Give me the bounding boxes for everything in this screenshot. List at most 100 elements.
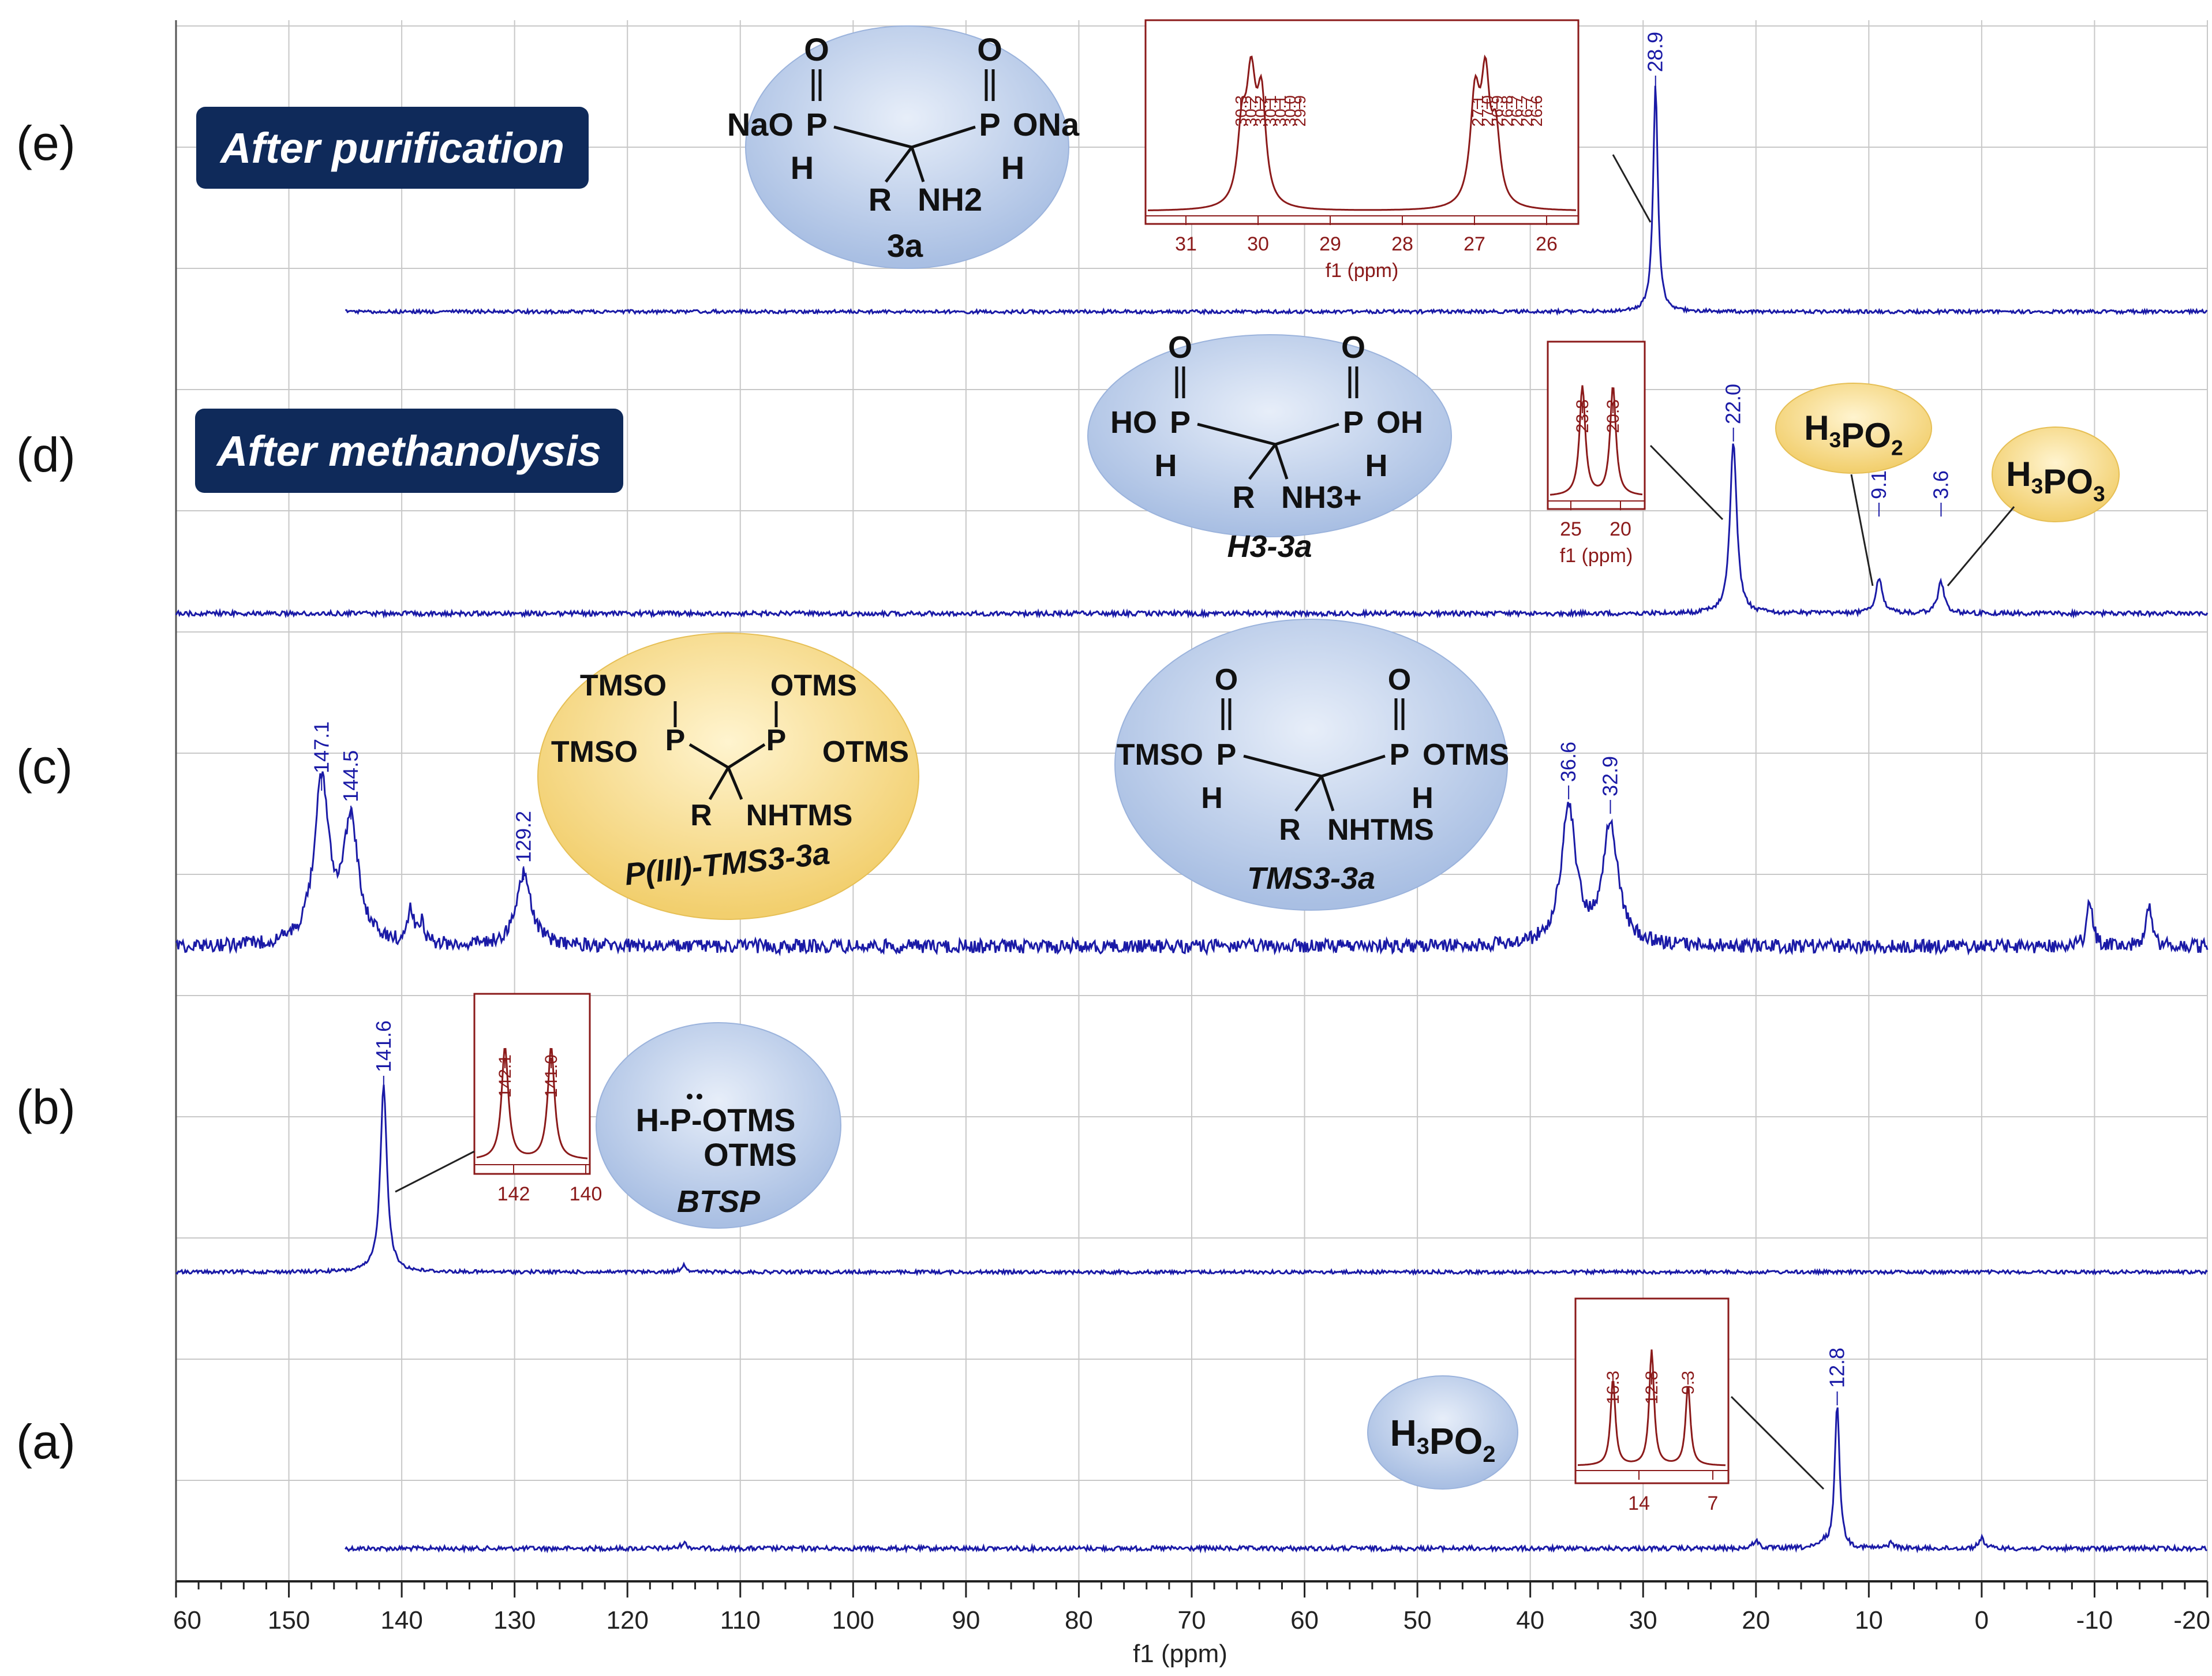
peak-label: 32.9 — [1599, 756, 1622, 796]
inset-connector — [395, 1150, 475, 1193]
x-axis: 60 150 140 130 120 110 100 90 80 70 60 50 40 30 20 10 0-… — [173, 1580, 2210, 1634]
atom-label: NH2 — [918, 181, 982, 218]
x-tick-label: -20 — [2173, 1606, 2210, 1634]
inset-x-label: f1 (ppm) — [1560, 545, 1633, 567]
bond — [727, 767, 743, 800]
atom-label: O — [804, 31, 829, 68]
spectrum-trace-d — [175, 443, 2209, 619]
compound-blob-h3-3a — [1087, 334, 1452, 537]
lone-pair-dot — [697, 1094, 702, 1099]
atom-label: NHTMS — [1327, 813, 1434, 847]
atom-label: R — [1279, 813, 1301, 847]
x-tick-label: 80 — [1065, 1606, 1093, 1634]
inset-tick-label: 31 — [1175, 233, 1197, 255]
callout-line — [1850, 474, 1874, 586]
peak-label: 3.6 — [1929, 470, 1952, 499]
bond — [1274, 444, 1289, 480]
inset-connector — [1649, 444, 1724, 521]
atom-label: OTMS — [770, 669, 857, 702]
atom-label: P — [806, 106, 827, 143]
panel-label-d: (d) — [16, 428, 76, 482]
compound-blob-h3po2-a — [1367, 1375, 1518, 1490]
x-tick-label: 50 — [1403, 1606, 1432, 1634]
atom-label: HO — [1110, 405, 1157, 440]
inset-trace — [1549, 385, 1643, 496]
spectrum-trace-b — [175, 1084, 2208, 1277]
bond — [727, 743, 766, 769]
x-tick-label: 150 — [268, 1606, 310, 1634]
atom-label: TMSO — [580, 669, 667, 702]
compound-name-tms3-3a: TMS3-3a — [1247, 861, 1375, 896]
compound-blob-h3po3 — [1992, 427, 2120, 522]
structure-3a: O O NaO P P ONa H H R NH2 — [727, 31, 1080, 218]
bond — [1294, 775, 1323, 812]
atom-label: H — [791, 149, 814, 186]
spectrum-trace-c — [175, 771, 2209, 957]
inset-tick-label: 26 — [1536, 233, 1558, 255]
atom-label: P — [1390, 738, 1410, 772]
inset-tick-label: 140 — [570, 1183, 602, 1205]
banner-after-purification: After purification — [196, 107, 589, 189]
atom-label: O — [1168, 330, 1192, 365]
inset-connector — [1612, 154, 1652, 223]
bond — [885, 146, 913, 183]
atom-label: H — [1365, 448, 1388, 483]
peak-label: 9.1 — [1867, 470, 1891, 499]
x-tick-label: 100 — [832, 1606, 874, 1634]
inset-connector — [1730, 1396, 1825, 1490]
panel-label-e: (e) — [16, 116, 76, 170]
atom-label: P — [1217, 738, 1237, 772]
x-tick-label: 120 — [607, 1606, 649, 1634]
x-tick-label: 0 — [1975, 1606, 1989, 1634]
panel-label-a: (a) — [16, 1415, 76, 1469]
banner-after-methanolysis: After methanolysis — [195, 409, 623, 493]
inset-frame — [1574, 1297, 1730, 1484]
atom-label: NaO — [727, 106, 794, 143]
inset-a: 16.3 12.8 9.314 7 — [1574, 1297, 1730, 1514]
peak-label: 129.2 — [511, 811, 535, 863]
inset-tick-label: 29 — [1319, 233, 1341, 255]
x-tick-label: 60 — [1290, 1606, 1319, 1634]
atom-label: R — [1233, 480, 1255, 515]
bond — [911, 125, 976, 149]
spectrum-trace-a — [345, 1407, 2208, 1554]
formula-h3po2-a: H3PO2 — [1390, 1412, 1496, 1467]
inset-frame — [1547, 341, 1646, 510]
inset-trace — [1148, 54, 1576, 211]
spectrum-trace-e — [345, 85, 2208, 316]
x-tick-label: 110 — [720, 1606, 761, 1634]
bond — [1197, 422, 1276, 446]
x-tick-label: 20 — [1742, 1606, 1770, 1634]
inset-trace — [476, 1048, 588, 1159]
peak-label: 12.8 — [1825, 1348, 1849, 1388]
atom-label: R — [690, 799, 712, 832]
x-tick-label: 90 — [952, 1606, 980, 1634]
peak-label: 28.9 — [1644, 32, 1667, 72]
structure-h3-3a: O O HO P P OH H H R NH3+ — [1110, 330, 1423, 515]
peak-label: 144.5 — [339, 750, 362, 802]
atom-label: OTMS — [822, 735, 909, 769]
peak-label: 147.1 — [309, 721, 333, 773]
bond — [1275, 422, 1339, 446]
x-tick-label: 40 — [1516, 1606, 1544, 1634]
atom-label: NH3+ — [1281, 480, 1362, 515]
bond — [910, 147, 925, 182]
x-tick-label: 60 — [173, 1606, 201, 1634]
panel-label-b: (b) — [16, 1080, 76, 1134]
atom-label: TMSO — [551, 735, 638, 769]
x-tick-label: 140 — [380, 1606, 422, 1634]
x-tick-label: -10 — [2076, 1606, 2113, 1634]
atom-label: ONa — [1013, 106, 1080, 143]
formula-h3po2-d: H3PO2 — [1804, 409, 1903, 459]
peak-label: 141.6 — [372, 1020, 395, 1072]
btsp-line-1: H-P-OTMS — [636, 1102, 796, 1138]
compound-blob-btsp — [596, 1022, 841, 1229]
atom-label: H — [1201, 781, 1223, 815]
compound-name-h3-3a: H3-3a — [1227, 529, 1312, 564]
atom-label: O — [1388, 663, 1411, 697]
atom-label: NHTMS — [746, 799, 853, 832]
bond — [688, 743, 729, 769]
inset-frame — [473, 993, 591, 1175]
structure-p3-tms3-3a: TMSO OTMS TMSO P P OTMS R NHTMS — [551, 669, 909, 832]
